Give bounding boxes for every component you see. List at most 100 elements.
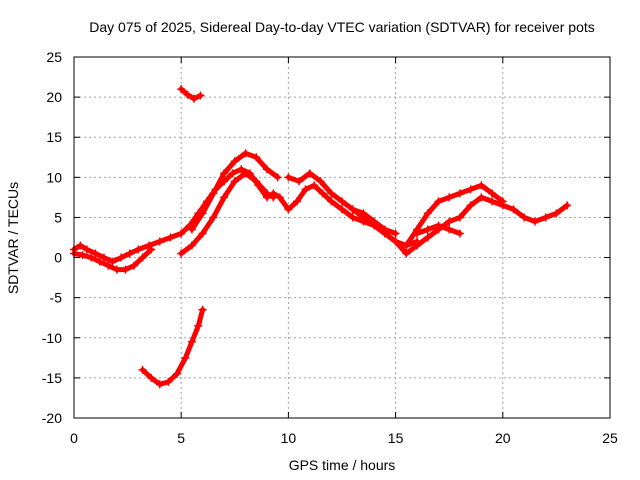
data-point (477, 181, 486, 190)
data-point (138, 253, 147, 262)
data-point (187, 241, 196, 250)
data-point (391, 237, 400, 246)
series-line (140, 307, 206, 387)
data-point (181, 353, 190, 362)
data-point (95, 257, 104, 266)
data-point (220, 169, 229, 178)
series-satellite-track-e (284, 169, 400, 238)
y-tick-label: -20 (42, 410, 62, 426)
data-point (87, 253, 96, 262)
y-tick-label: -15 (42, 370, 62, 386)
data-point (147, 245, 156, 254)
series-layer (70, 85, 572, 389)
data-point (196, 91, 205, 100)
series-line (403, 182, 506, 248)
grid-lines (74, 57, 610, 418)
data-point (466, 201, 475, 210)
data-point (100, 253, 109, 262)
data-point (488, 197, 497, 206)
y-axis-label: SDTVAR / TECUs (5, 182, 21, 294)
y-tick-label: 0 (54, 250, 62, 266)
data-point (455, 189, 464, 198)
data-point (130, 261, 139, 270)
data-point (434, 197, 443, 206)
data-point (380, 229, 389, 238)
data-point (198, 229, 207, 238)
series-line (71, 247, 154, 273)
data-point (262, 189, 271, 198)
data-point (164, 377, 173, 386)
data-point (190, 94, 199, 103)
x-axis-label: GPS time / hours (289, 457, 396, 473)
data-point (209, 213, 218, 222)
x-tick-label: 5 (177, 430, 185, 446)
data-point (477, 193, 486, 202)
data-point (423, 225, 432, 234)
data-point (488, 189, 497, 198)
data-point (269, 193, 278, 202)
data-point (402, 241, 411, 250)
data-point (455, 213, 464, 222)
data-point (78, 251, 87, 260)
data-point (125, 249, 134, 258)
y-tick-label: 20 (46, 89, 62, 105)
data-point (230, 157, 239, 166)
data-point (445, 217, 454, 226)
data-point (183, 90, 192, 99)
data-point (310, 181, 319, 190)
data-point (305, 169, 314, 178)
data-point (292, 197, 301, 206)
data-point (520, 213, 529, 222)
data-point (498, 197, 507, 206)
data-point (423, 233, 432, 242)
x-tick-label: 20 (495, 430, 511, 446)
data-point (228, 169, 237, 178)
data-point (194, 321, 203, 330)
data-point (563, 201, 572, 210)
series-satellite-track-c (177, 169, 278, 258)
data-point (187, 225, 196, 234)
data-point (338, 205, 346, 214)
data-point (155, 237, 164, 246)
data-point (541, 213, 550, 222)
axis-ticks: 0 5 10 15 20 25 -20 -15 -10 -5 0 5 10 15 20 25 (42, 49, 618, 446)
data-point (359, 213, 368, 222)
data-point (220, 193, 229, 202)
data-point (402, 249, 411, 258)
data-point (284, 173, 293, 182)
y-tick-label: 10 (46, 169, 62, 185)
data-point (348, 213, 357, 222)
data-point (530, 217, 539, 226)
series-satellite-track-h (413, 221, 464, 238)
data-point (434, 221, 443, 230)
data-point (318, 189, 327, 198)
data-point (466, 185, 475, 194)
x-tick-label: 10 (281, 430, 297, 446)
data-point (338, 197, 346, 206)
data-point (209, 189, 218, 198)
data-point (445, 225, 454, 234)
data-point (273, 173, 282, 182)
data-point (198, 209, 207, 218)
series-satellite-track-j (138, 305, 207, 389)
data-point (147, 373, 156, 382)
data-point (284, 205, 293, 214)
series-satellite-track-b (70, 245, 156, 274)
data-point (455, 229, 464, 238)
data-point (391, 229, 400, 238)
data-point (241, 169, 250, 178)
data-point (177, 229, 186, 238)
x-tick-label: 0 (70, 430, 78, 446)
y-tick-label: 15 (46, 129, 62, 145)
series-line (178, 86, 203, 102)
data-point (445, 193, 454, 202)
data-point (104, 261, 113, 270)
data-point (327, 189, 336, 198)
y-tick-label: 5 (54, 209, 62, 225)
data-point (134, 245, 143, 254)
data-point (82, 245, 91, 254)
data-point (348, 205, 357, 214)
data-point (295, 177, 304, 186)
data-point (138, 365, 147, 374)
